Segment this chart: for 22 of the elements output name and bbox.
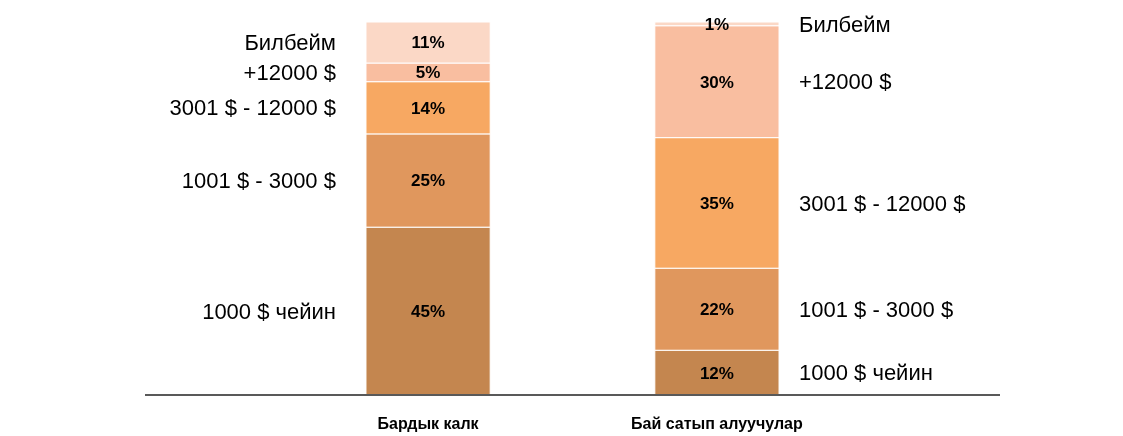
data-label: 30% bbox=[699, 72, 734, 92]
series-label: +12000 $ bbox=[799, 69, 892, 95]
data-label: 25% bbox=[411, 171, 446, 191]
data-label: 45% bbox=[411, 302, 446, 322]
series-label: 3001 $ - 12000 $ bbox=[799, 190, 966, 216]
data-label: 14% bbox=[411, 98, 446, 118]
data-label: 1% bbox=[704, 14, 730, 34]
data-label: 12% bbox=[699, 363, 734, 383]
text: 3001 $ - 12000 $ bbox=[169, 95, 336, 121]
series-label: 1000 $ чейин bbox=[799, 360, 933, 386]
text: 1001 $ - 3000 $ bbox=[181, 168, 336, 194]
text: Билбейм bbox=[244, 30, 336, 56]
data-label: 35% bbox=[699, 193, 734, 213]
data-label: 22% bbox=[699, 300, 734, 320]
x-tick-label: Бардык калк bbox=[377, 414, 480, 432]
data-label: 11% bbox=[411, 33, 445, 53]
text: +12000 $ bbox=[243, 60, 336, 86]
text: 1000 $ чейин bbox=[202, 298, 336, 324]
x-tick-label: Бай сатып алуучулар bbox=[631, 414, 804, 432]
series-label: Билбейм bbox=[799, 11, 891, 37]
series-label: 1001 $ - 3000 $ bbox=[799, 296, 954, 322]
data-label: 5% bbox=[415, 63, 441, 83]
